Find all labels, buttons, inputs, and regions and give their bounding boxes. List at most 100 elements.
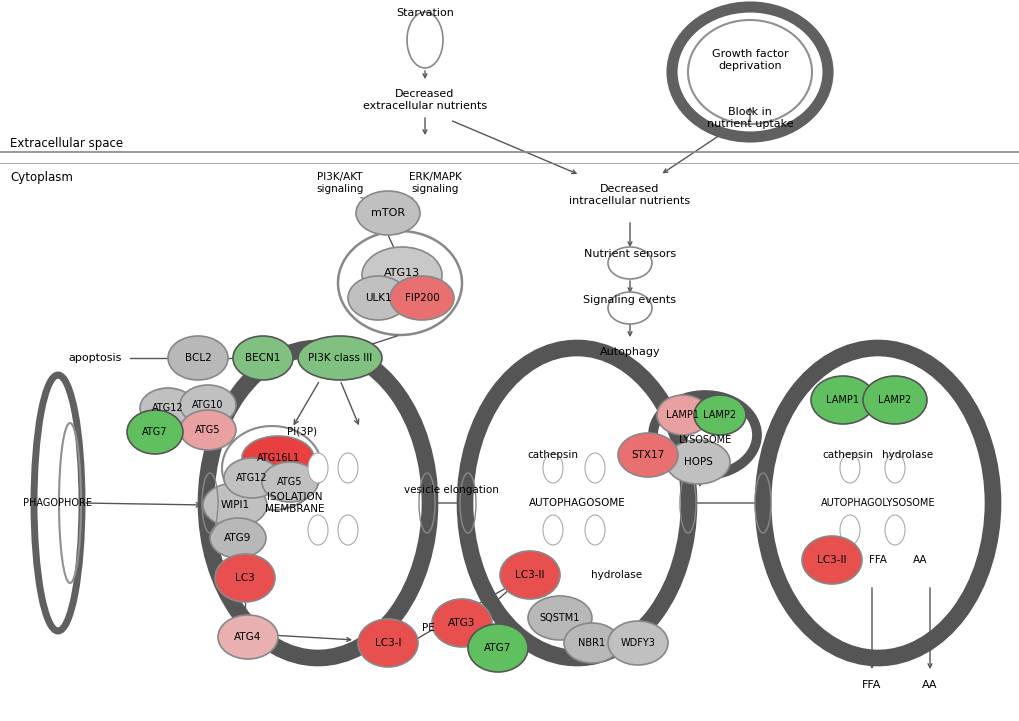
Ellipse shape <box>618 433 678 477</box>
Text: ULK1: ULK1 <box>365 293 391 303</box>
Text: AUTOPHAGOLYSOSOME: AUTOPHAGOLYSOSOME <box>820 498 934 508</box>
Text: mTOR: mTOR <box>371 208 405 218</box>
Text: ATG9: ATG9 <box>224 533 252 543</box>
Text: ATG13: ATG13 <box>383 268 420 278</box>
Text: PI(3P): PI(3P) <box>286 427 317 437</box>
Text: Decreased
intracellular nutrients: Decreased intracellular nutrients <box>569 184 690 205</box>
Text: FFA: FFA <box>861 680 880 690</box>
Ellipse shape <box>210 518 266 558</box>
Ellipse shape <box>168 336 228 380</box>
Ellipse shape <box>607 292 651 324</box>
Text: LC3: LC3 <box>235 573 255 583</box>
Ellipse shape <box>356 191 420 235</box>
Ellipse shape <box>656 395 708 435</box>
Text: AUTOPHAGOSOME: AUTOPHAGOSOME <box>528 498 625 508</box>
Text: FIP200: FIP200 <box>405 293 439 303</box>
Ellipse shape <box>337 453 358 483</box>
Text: NBR1: NBR1 <box>578 638 605 648</box>
Text: ERK/MAPK
signaling: ERK/MAPK signaling <box>409 172 461 194</box>
Ellipse shape <box>242 436 314 480</box>
Text: Block in
nutrient uptake: Block in nutrient uptake <box>706 107 793 129</box>
Text: ATG5: ATG5 <box>195 425 220 435</box>
Text: LAMP1: LAMP1 <box>665 410 699 420</box>
Text: ATG10: ATG10 <box>192 400 223 410</box>
Text: AA: AA <box>921 680 936 690</box>
Text: ATG16L1: ATG16L1 <box>256 453 300 463</box>
Ellipse shape <box>337 515 358 545</box>
Ellipse shape <box>308 515 328 545</box>
Text: PI3K/AKT
signaling: PI3K/AKT signaling <box>316 172 364 194</box>
Text: ATG12: ATG12 <box>152 403 183 413</box>
Text: LC3-II: LC3-II <box>816 555 846 565</box>
Text: Starvation: Starvation <box>395 8 453 18</box>
Text: cathepsin: cathepsin <box>527 450 578 460</box>
Ellipse shape <box>389 276 453 320</box>
Text: HOPS: HOPS <box>683 457 711 467</box>
Ellipse shape <box>468 624 528 672</box>
Ellipse shape <box>585 453 604 483</box>
Text: STX17: STX17 <box>631 450 664 460</box>
Text: ATG5: ATG5 <box>277 477 303 487</box>
Text: FFA: FFA <box>868 555 887 565</box>
Ellipse shape <box>542 515 562 545</box>
Ellipse shape <box>308 453 328 483</box>
Ellipse shape <box>884 515 904 545</box>
Ellipse shape <box>362 247 441 303</box>
Text: Cytoplasm: Cytoplasm <box>10 171 72 184</box>
Text: ATG3: ATG3 <box>448 618 475 628</box>
Text: hydrolase: hydrolase <box>591 570 642 580</box>
Text: ATG4: ATG4 <box>234 632 262 642</box>
Ellipse shape <box>585 515 604 545</box>
Ellipse shape <box>298 336 382 380</box>
Text: Growth factor
deprivation: Growth factor deprivation <box>711 49 788 71</box>
Ellipse shape <box>607 621 667 665</box>
Text: WDFY3: WDFY3 <box>620 638 655 648</box>
Ellipse shape <box>840 453 859 483</box>
Text: Decreased
extracellular nutrients: Decreased extracellular nutrients <box>363 89 487 111</box>
Text: Autophagy: Autophagy <box>599 347 659 357</box>
Text: SQSTM1: SQSTM1 <box>539 613 580 623</box>
Text: WIPI1: WIPI1 <box>220 500 250 510</box>
Ellipse shape <box>884 453 904 483</box>
Ellipse shape <box>215 554 275 602</box>
Ellipse shape <box>179 385 235 425</box>
Ellipse shape <box>127 410 182 454</box>
Ellipse shape <box>358 619 418 667</box>
Ellipse shape <box>542 453 562 483</box>
Ellipse shape <box>693 395 745 435</box>
Ellipse shape <box>499 551 559 599</box>
Text: hydrolase: hydrolase <box>881 450 932 460</box>
Text: Extracellular space: Extracellular space <box>10 138 123 151</box>
Text: PE: PE <box>421 623 434 633</box>
Ellipse shape <box>801 536 861 584</box>
Ellipse shape <box>840 515 859 545</box>
Ellipse shape <box>528 596 591 640</box>
Text: ISOLATION
MEMBRANE: ISOLATION MEMBRANE <box>265 492 324 514</box>
Text: apoptosis: apoptosis <box>68 353 121 363</box>
Ellipse shape <box>810 376 874 424</box>
Ellipse shape <box>862 376 926 424</box>
Ellipse shape <box>179 410 235 450</box>
Ellipse shape <box>203 483 267 527</box>
Ellipse shape <box>347 276 408 320</box>
Ellipse shape <box>232 336 292 380</box>
Text: cathepsin: cathepsin <box>821 450 872 460</box>
Text: Nutrient sensors: Nutrient sensors <box>583 249 676 259</box>
Text: LAMP1: LAMP1 <box>825 395 859 405</box>
Ellipse shape <box>407 12 442 68</box>
Ellipse shape <box>432 599 491 647</box>
Text: ATG7: ATG7 <box>484 643 512 653</box>
Text: ATG12: ATG12 <box>236 473 268 483</box>
Text: PI3K class III: PI3K class III <box>308 353 372 363</box>
Ellipse shape <box>140 388 196 428</box>
Text: BCL2: BCL2 <box>184 353 211 363</box>
Ellipse shape <box>224 458 280 498</box>
Text: AA: AA <box>912 555 926 565</box>
Text: LC3-II: LC3-II <box>515 570 544 580</box>
Text: LAMP2: LAMP2 <box>877 395 911 405</box>
Text: vesicle elongation: vesicle elongation <box>404 485 498 495</box>
Ellipse shape <box>665 440 730 484</box>
Ellipse shape <box>607 247 651 279</box>
Text: BECN1: BECN1 <box>246 353 280 363</box>
Text: LYSOSOME: LYSOSOME <box>679 435 731 445</box>
